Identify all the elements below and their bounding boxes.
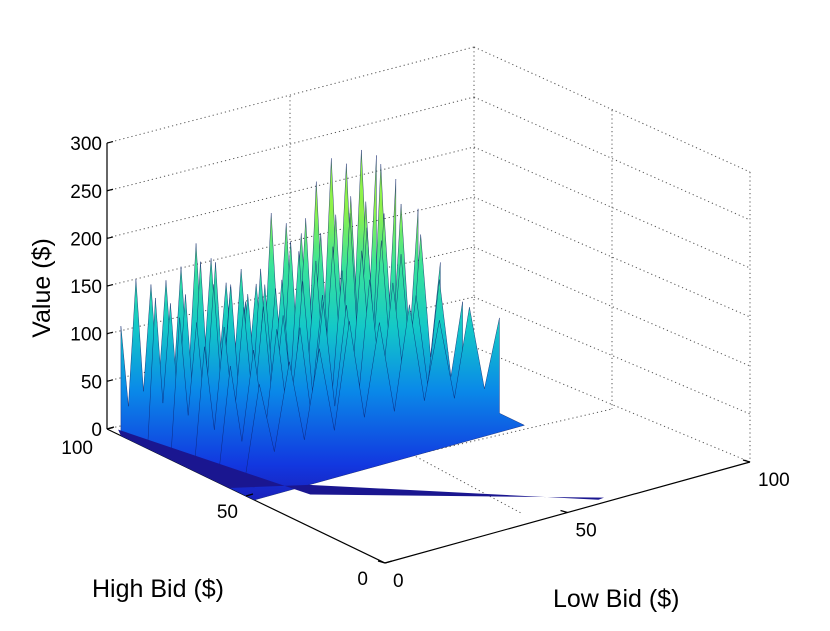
z-tick-label: 100 [70, 325, 102, 346]
y-tick-mark [106, 426, 115, 430]
y-tick-mark [245, 493, 254, 497]
z-tick-mark [106, 379, 114, 382]
y-tick-label: 50 [217, 502, 238, 523]
surface-base [118, 429, 605, 500]
z-tick-label: 0 [91, 420, 102, 441]
y-tick-mark [384, 560, 393, 564]
z-tick-mark [106, 141, 114, 144]
x-axis-label: Low Bid ($) [553, 585, 679, 613]
z-tick-label: 50 [81, 372, 102, 393]
x-tick-mark [560, 509, 568, 514]
x-tick-label: 0 [393, 571, 404, 592]
surface-mesh [118, 149, 605, 501]
x-tick-label: 100 [758, 470, 790, 491]
surface-row-5 [228, 304, 526, 501]
z-tick-mark [106, 283, 114, 287]
z-tick-label: 300 [70, 134, 102, 155]
z-tick-label: 200 [70, 229, 102, 250]
x-tick-mark [742, 459, 751, 463]
z-tick-mark [106, 331, 114, 335]
x-tick-label: 50 [576, 521, 597, 542]
z-tick-mark [106, 188, 114, 192]
z-axis-label: Value ($) [28, 238, 56, 338]
y-axis-label: High Bid ($) [92, 575, 224, 603]
z-tick-label: 150 [70, 277, 102, 298]
y-tick-label: 0 [357, 569, 368, 590]
y-tick-label: 100 [61, 438, 93, 459]
x-tick-mark [377, 560, 386, 564]
z-tick-label: 250 [70, 182, 102, 203]
z-tick-mark [106, 236, 114, 239]
